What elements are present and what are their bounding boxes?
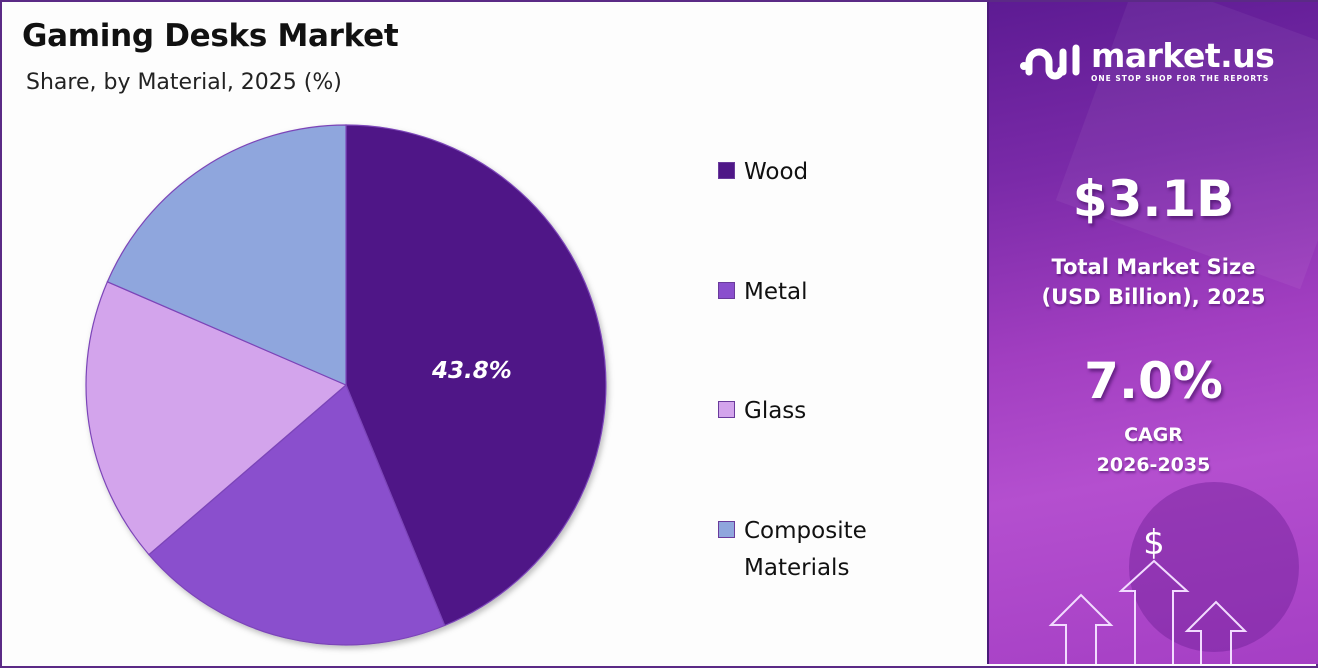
legend-label: Wood — [744, 159, 809, 185]
chart-subtitle: Share, by Material, 2025 (%) — [26, 70, 342, 95]
summary-panel: market.us ONE STOP SHOP FOR THE REPORTS … — [987, 2, 1318, 664]
legend-item-metal[interactable]: Metal — [718, 274, 914, 311]
market-us-logo-icon — [1020, 44, 1080, 79]
cagr-caption-line2: 2026-2035 — [1096, 454, 1211, 476]
brand-tagline: ONE STOP SHOP FOR THE REPORTS — [1091, 74, 1270, 83]
cagr-caption: CAGR 2026-2035 — [989, 420, 1318, 480]
legend-swatch-metal — [718, 282, 735, 299]
legend-swatch-wood — [718, 162, 735, 179]
chart-title: Gaming Desks Market — [22, 18, 399, 54]
pie-chart — [85, 124, 607, 646]
growth-arrows-icon: $ — [1048, 523, 1248, 664]
pie-slice-metal[interactable] — [148, 384, 446, 646]
pie-slice-glass[interactable] — [85, 281, 348, 556]
legend-label: Composite Materials — [744, 518, 867, 581]
legend-item-composite[interactable]: Composite Materials — [718, 513, 914, 587]
brand-name: market.us — [1091, 36, 1275, 75]
dollar-icon: $ — [1143, 523, 1165, 563]
legend-label: Metal — [744, 279, 808, 305]
legend-swatch-composite — [718, 521, 735, 538]
panel-decoration-circle — [1129, 482, 1299, 652]
legend-item-glass[interactable]: Glass — [718, 393, 914, 430]
legend-label: Glass — [744, 398, 807, 424]
cagr-value: 7.0% — [1084, 352, 1223, 410]
legend-item-wood[interactable]: Wood — [718, 154, 914, 191]
wood-percent-label: 43.8% — [432, 358, 512, 384]
brand-logo[interactable]: market.us ONE STOP SHOP FOR THE REPORTS — [1019, 36, 1275, 83]
market-size-caption-line2: (USD Billion), 2025 — [1041, 285, 1266, 309]
cagr-caption-line1: CAGR — [1124, 424, 1183, 446]
market-size-caption: Total Market Size (USD Billion), 2025 — [989, 252, 1318, 312]
pie-slice-wood[interactable] — [345, 124, 607, 627]
legend-swatch-glass — [718, 401, 735, 418]
market-size-caption-line1: Total Market Size — [1051, 255, 1256, 279]
market-size-value: $3.1B — [1072, 170, 1235, 228]
pie-slice-composite[interactable] — [106, 124, 347, 386]
